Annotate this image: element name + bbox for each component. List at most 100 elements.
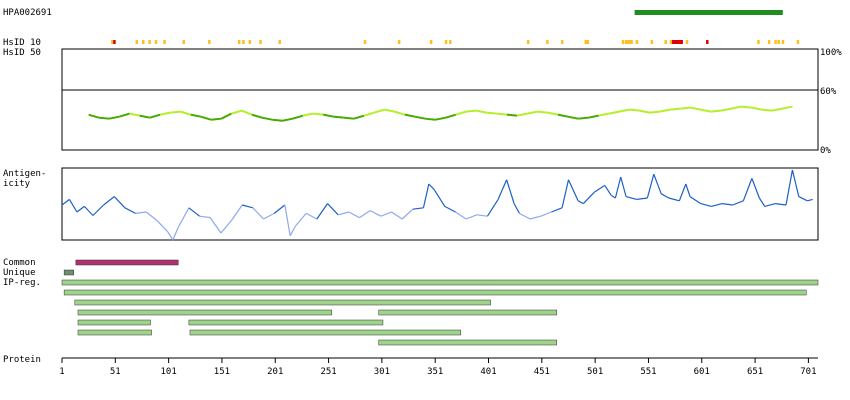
hsid10-mark-high [680,40,683,44]
protein-axis-tick-label: 301 [374,367,390,377]
antigenicity-segment [620,176,627,197]
identity-segment [486,111,497,115]
antigenicity-segment [668,197,680,202]
identity-segment [720,107,732,112]
identity-segment [159,111,171,116]
antigenicity-segment [540,211,552,217]
hsid10-mark [757,40,760,44]
hsid10-mark [561,40,564,44]
antigenicity-segment [700,203,712,207]
antigenicity-segment [188,207,200,217]
ipreg-region-bar [61,279,819,286]
hsid10-mark [781,40,785,44]
hsid10-mark-high [113,40,116,44]
antigenicity-segment [529,215,541,220]
antigenicity-segment [513,203,520,214]
antigenicity-segment [614,176,622,199]
identity-segment [690,106,701,111]
antibody-region-mark [634,10,783,15]
antigenicity-segment [92,204,105,216]
antigenicity-segment [177,207,190,228]
hsid10-mark [630,40,633,44]
antigenicity-segment [422,183,430,208]
antigenicity-segment [711,203,723,207]
protein-axis-tick-label: 251 [320,367,336,377]
protein-axis-tick-label: 651 [747,367,763,377]
hsid10-label: HsID 10 [3,38,41,48]
identity-segment [710,109,722,113]
antigenicity-segment [242,204,254,209]
identity-segment [465,109,477,113]
hsid10-track [111,40,800,44]
identity-segment [292,114,304,120]
identity-segment [547,111,559,116]
identity-segment [302,112,314,117]
identity-segment [200,115,212,121]
identity-segment [578,116,589,120]
hsid10-mark [664,40,667,44]
ipreg-region-bar [378,339,558,346]
antigenicity-segment [428,183,435,191]
antigenicity-segment [252,207,264,220]
hsid10-mark [278,40,281,44]
antigenicity-segment [764,203,776,207]
antigenicity-segment [433,189,446,207]
antigenicity-segment [327,203,339,216]
antigenicity-segment [785,169,793,206]
identity-segment [241,109,253,116]
hsid10-mark-high [676,40,679,44]
antigenicity-segment [775,203,787,206]
identity-segment [282,117,293,122]
hsid10-mark [584,40,587,44]
antigenicity-segment [199,215,211,219]
antigenicity-segment [646,174,655,199]
identity-segment [353,114,365,120]
identity-segment [251,113,263,119]
hsid10-mark [625,40,628,44]
antigenicity-segment [289,225,297,237]
identity-segment [363,111,375,117]
antigenicity-segment [124,207,136,214]
antigenicity-segment [685,183,691,197]
identity-segment [731,105,742,110]
antigenicity-segment [604,185,612,196]
identity-segment [312,112,324,116]
antigenicity-segment [689,196,702,205]
protein-axis-tick-label: 351 [427,367,443,377]
identity-segment [98,116,110,120]
hsid10-mark [449,40,452,44]
hsid10-mark [627,40,630,44]
protein-axis-tick-label: 701 [800,367,816,377]
hsid10-mark [650,40,654,44]
antibody-region-bar [634,10,783,15]
antigenicity-segment [113,196,126,209]
antigenicity-segment [625,196,637,200]
ipreg-region-bar [74,299,491,306]
identity-segment [108,115,120,120]
antigenicity-segment [455,211,467,220]
protein-axis-tick-label: 401 [480,367,496,377]
identity-segment [639,109,650,114]
protein-label: Protein [3,355,41,365]
hsid10-mark [208,40,211,44]
hsid10-mark [363,40,367,44]
antigenicity-segment [653,173,662,195]
antigenicity-profile-line [61,169,813,241]
identity-segment [476,109,487,114]
ipreg-region-bar [189,329,462,336]
hsid10-mark [777,40,780,44]
identity-segment [425,117,436,121]
identity-panel-frame [61,48,819,151]
identity-segment [149,113,161,119]
hsid10-mark [248,40,252,44]
antigenicity-segment [167,231,174,241]
antigenicity-segment [551,207,563,213]
identity-segment [333,115,344,119]
antigenicity-segment [359,210,371,219]
hsid10-mark [635,40,639,44]
identity-segment [608,110,620,115]
antigenicity-segment [369,210,382,217]
identity-segment [445,113,457,119]
antigenicity-segment [577,200,584,205]
